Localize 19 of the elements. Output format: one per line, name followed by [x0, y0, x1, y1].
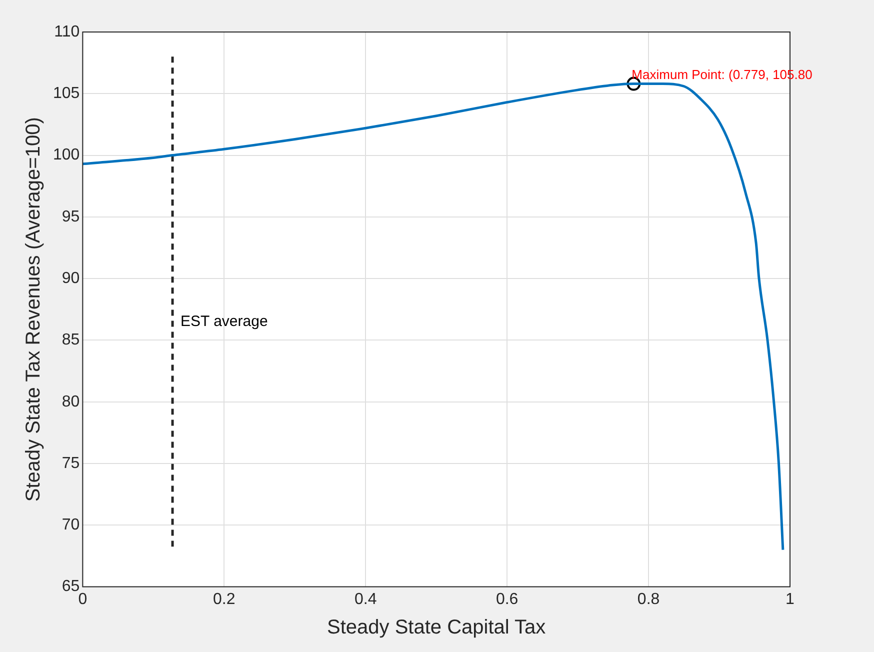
y-tick-label: 75 — [62, 454, 80, 472]
y-tick-label: 70 — [62, 516, 80, 534]
y-tick-label: 80 — [62, 393, 80, 410]
x-tick-label: 0.2 — [213, 590, 236, 608]
y-tick-label: 110 — [54, 23, 80, 40]
y-tick-label: 85 — [62, 332, 80, 349]
y-tick-label: 105 — [52, 85, 80, 102]
y-tick-label: 95 — [62, 208, 80, 226]
annotation: EST average — [180, 312, 268, 330]
y-tick-label: 100 — [52, 146, 80, 164]
y-tick-label: 65 — [62, 578, 80, 596]
y-axis-title: Steady State Tax Revenues (Average=100) — [22, 117, 45, 502]
x-axis-title: Steady State Capital Tax — [327, 616, 546, 639]
x-tick-label: 0 — [78, 590, 88, 608]
y-tick-label: 90 — [62, 270, 80, 287]
x-tick-label: 0.8 — [637, 590, 660, 608]
x-tick-label: 0.4 — [354, 590, 377, 608]
x-tick-label: 1 — [786, 590, 795, 608]
x-tick-label: 0.6 — [496, 590, 518, 608]
